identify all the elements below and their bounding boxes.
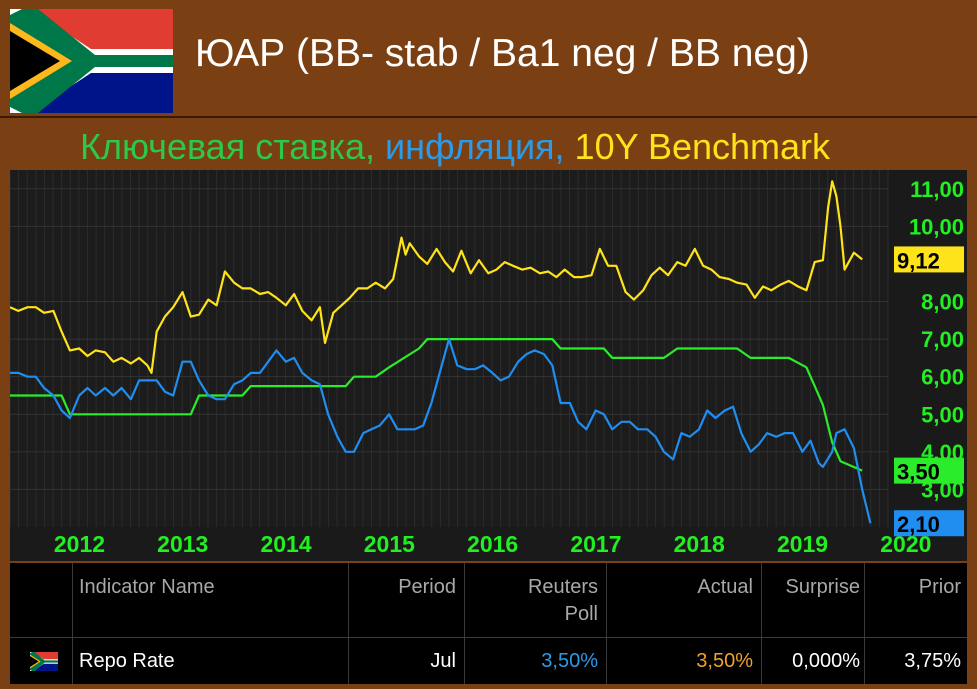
row-period-cell: Jul	[349, 638, 465, 684]
subtitle-part-benchmark: 10Y Benchmark	[565, 126, 830, 167]
x-tick-label: 2015	[364, 531, 415, 557]
row-indicator-cell: Repo Rate	[73, 638, 349, 684]
actual-value: 3,50%	[696, 650, 753, 673]
indicator-name: Repo Rate	[79, 650, 175, 673]
header-poll: Poll	[565, 600, 598, 628]
y-tick-label: 7,00	[921, 327, 964, 352]
header-period: Period	[398, 573, 456, 601]
surprise-column-header[interactable]: Surprise	[762, 563, 865, 637]
poll-value: 3,50%	[541, 650, 598, 673]
y-tick-label: 6,00	[921, 365, 964, 390]
header-bar: ЮАР (BB- stab / Ba1 neg / BB neg)	[0, 0, 977, 118]
prior-value: 3,75%	[904, 650, 961, 673]
subtitle-part-rate: Ключевая ставка,	[80, 126, 375, 167]
page-title: ЮАР (BB- stab / Ba1 neg / BB neg)	[195, 32, 810, 76]
line-chart: 2012 2013 2014 2015 2016 2017 2018 2019 20203,00…	[10, 170, 967, 561]
header-prior: Prior	[919, 573, 961, 601]
header-indicator-name: Indicator Name	[79, 573, 215, 601]
actual-column-header[interactable]: Actual	[607, 563, 762, 637]
y-tick-label: 5,00	[921, 402, 964, 427]
yield-last-value-badge: 9,12	[897, 248, 940, 273]
row-actual-cell: 3,50%	[607, 638, 762, 684]
surprise-value: 0,000%	[792, 650, 860, 673]
flag-column	[10, 563, 73, 637]
header-actual: Actual	[697, 573, 753, 601]
header-reuters: Reuters	[528, 573, 598, 601]
x-tick-label: 2012	[54, 531, 105, 557]
indicator-table: Indicator Name Period Reuters Poll Actua…	[10, 563, 967, 684]
header-surprise: Surprise	[786, 573, 860, 601]
period-column-header[interactable]: Period	[349, 563, 465, 637]
y-tick-label: 8,00	[921, 290, 964, 315]
south-africa-flag-icon	[10, 9, 173, 113]
poll-column-header[interactable]: Reuters Poll	[465, 563, 607, 637]
row-prior-cell: 3,75%	[865, 638, 967, 684]
row-poll-cell: 3,50%	[465, 638, 607, 684]
x-tick-label: 2019	[777, 531, 828, 557]
table-header: Indicator Name Period Reuters Poll Actua…	[10, 563, 967, 637]
row-surprise-cell: 0,000%	[762, 638, 865, 684]
south-africa-flag-icon	[30, 652, 58, 671]
x-tick-label: 2017	[570, 531, 621, 557]
x-tick-label: 2013	[157, 531, 208, 557]
y-tick-label: 10,00	[909, 214, 964, 239]
row-flag-cell	[10, 638, 73, 684]
inflation-last-value-badge: 2,10	[897, 512, 940, 537]
subtitle-part-inflation: инфляция,	[375, 126, 565, 167]
table-row[interactable]: Repo Rate Jul 3,50% 3,50% 0,000% 3,75%	[10, 637, 967, 684]
x-tick-label: 2018	[674, 531, 725, 557]
x-tick-label: 2016	[467, 531, 518, 557]
repo-last-value-badge: 3,50	[897, 460, 940, 485]
x-tick-label: 2014	[260, 531, 311, 557]
chart-subtitle: Ключевая ставка, инфляция, 10Y Benchmark	[80, 126, 830, 168]
period-value: Jul	[430, 650, 456, 673]
prior-column-header[interactable]: Prior	[865, 563, 967, 637]
y-tick-label: 11,00	[910, 177, 964, 202]
indicator-column-header[interactable]: Indicator Name	[73, 563, 349, 637]
